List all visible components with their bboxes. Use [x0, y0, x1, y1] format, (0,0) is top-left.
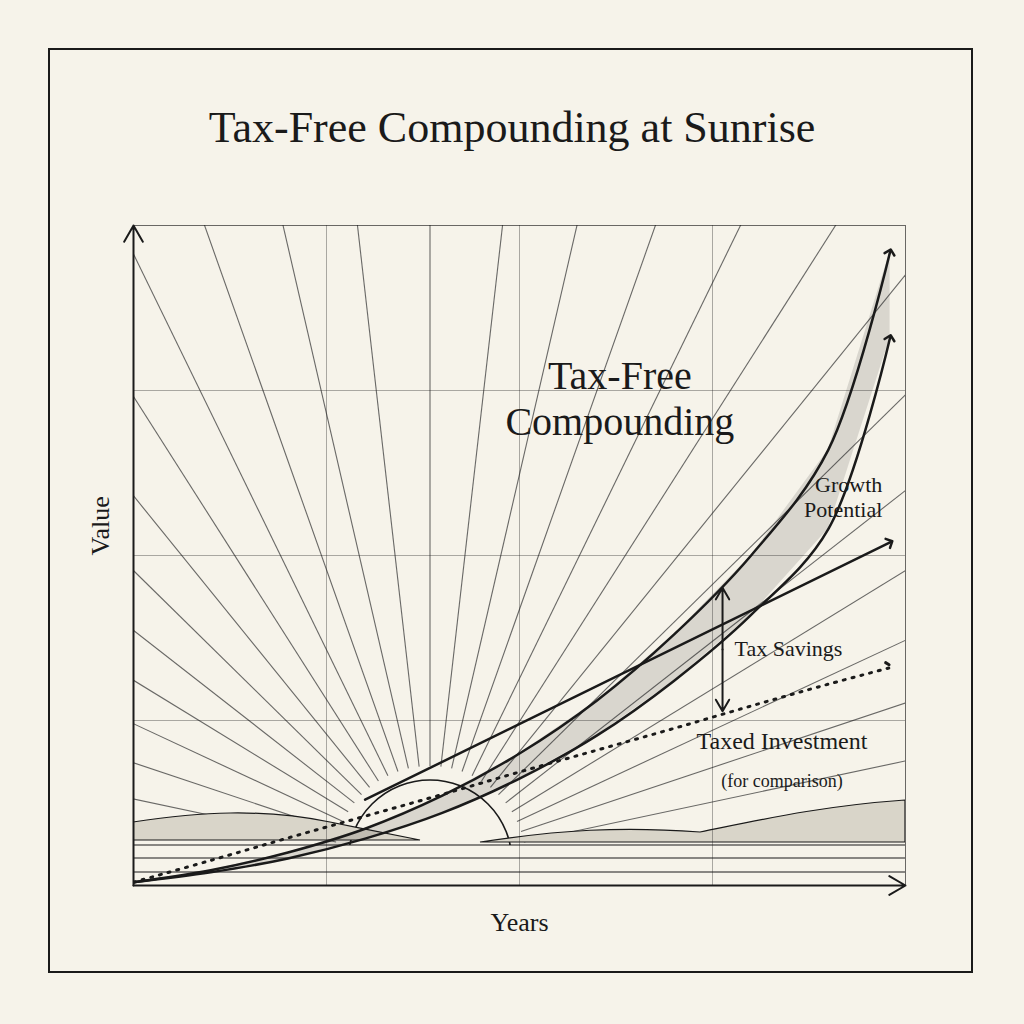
svg-text:(for comparison): (for comparison): [721, 771, 842, 792]
svg-text:GrowthPotential: GrowthPotential: [804, 472, 882, 522]
svg-text:Value: Value: [86, 496, 115, 555]
svg-text:Years: Years: [490, 908, 548, 937]
html-text:Tax-Free Compounding at Sunris: Tax-Free Compounding at Sunrise: [208, 103, 816, 152]
svg-text:Tax-FreeCompounding: Tax-FreeCompounding: [505, 353, 734, 444]
svg-text:Tax Savings: Tax Savings: [735, 636, 843, 661]
svg-text:Taxed Investment: Taxed Investment: [697, 728, 868, 754]
